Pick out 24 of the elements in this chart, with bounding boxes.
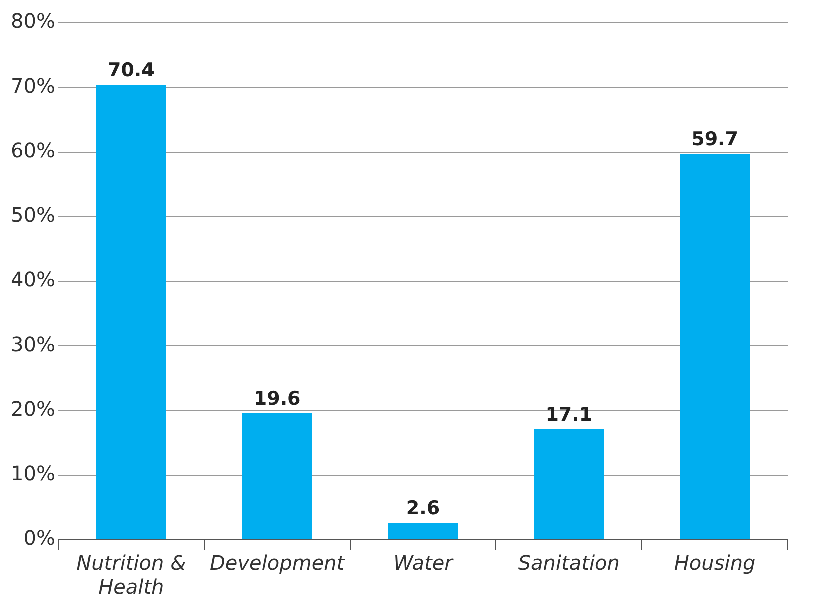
- bar: [534, 429, 604, 540]
- y-tick-label: 30%: [11, 332, 56, 356]
- y-tick-label: 50%: [11, 203, 56, 228]
- y-tick-label: 80%: [11, 9, 56, 34]
- y-tick-label: 20%: [11, 396, 56, 421]
- data-label: 2.6: [406, 498, 440, 520]
- y-tick-label: 10%: [11, 462, 56, 486]
- data-label: 17.1: [546, 404, 593, 426]
- x-tick-label: Nutrition & Health: [76, 551, 186, 600]
- x-tick-label: Water: [394, 551, 455, 576]
- y-tick-label: 60%: [11, 138, 56, 162]
- bar: [242, 413, 312, 540]
- x-tick-label: Sanitation: [518, 551, 620, 576]
- y-tick-label: 0%: [24, 526, 56, 550]
- bar: [680, 154, 750, 540]
- bar: [388, 523, 458, 540]
- bar: [96, 85, 166, 540]
- data-label: 59.7: [692, 128, 738, 151]
- data-label: 19.6: [254, 388, 301, 410]
- x-tick-label: Housing: [674, 551, 756, 576]
- y-tick-label: 70%: [11, 74, 56, 98]
- x-tick-label: Development: [210, 551, 346, 576]
- data-label: 70.4: [108, 59, 155, 82]
- y-tick-label: 40%: [11, 268, 56, 292]
